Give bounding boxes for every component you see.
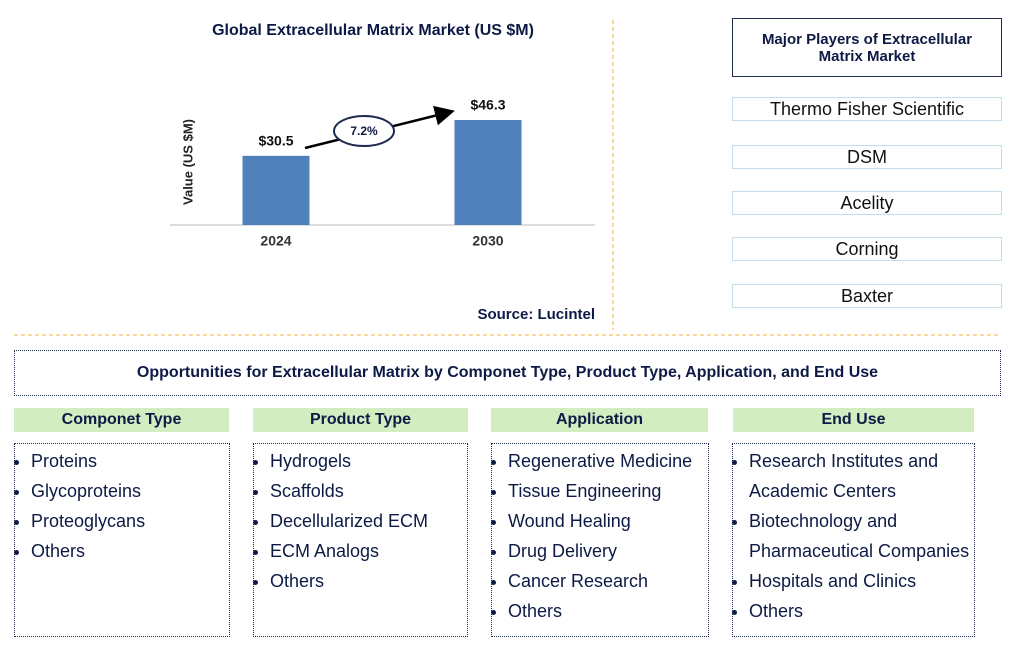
x-tick-label: 2024	[260, 233, 291, 249]
players-title: Major Players of Extracellular Matrix Ma…	[732, 18, 1002, 77]
column-list: HydrogelsScaffoldsDecellularized ECMECM …	[253, 443, 468, 637]
y-axis-label: Value (US $M)	[180, 119, 195, 205]
list-item: Proteins	[31, 446, 229, 476]
list-item: Others	[508, 596, 708, 626]
column-list: Research Institutes and Academic Centers…	[732, 443, 975, 637]
list-item: Research Institutes and Academic Centers	[749, 446, 974, 506]
list-item: Regenerative Medicine	[508, 446, 708, 476]
cagr-ellipse	[333, 115, 395, 147]
column-heading: Product Type	[253, 408, 468, 432]
list-item: ECM Analogs	[270, 536, 467, 566]
list-item: Biotechnology and Pharmaceutical Compani…	[749, 506, 974, 566]
list-item: Tissue Engineering	[508, 476, 708, 506]
player: Corning	[732, 237, 1002, 261]
list-item: Glycoproteins	[31, 476, 229, 506]
list-item: Hospitals and Clinics	[749, 566, 974, 596]
list-item: Drug Delivery	[508, 536, 708, 566]
column-heading: Application	[491, 408, 708, 432]
player: Acelity	[732, 191, 1002, 215]
list-item: Others	[749, 596, 974, 626]
list-item: Wound Healing	[508, 506, 708, 536]
column-heading: Componet Type	[14, 408, 229, 432]
player: Baxter	[732, 284, 1002, 308]
column-list: ProteinsGlycoproteinsProteoglycansOthers	[14, 443, 230, 637]
list-item: Proteoglycans	[31, 506, 229, 536]
source: Source: Lucintel	[477, 306, 595, 323]
player: DSM	[732, 145, 1002, 169]
chart: Global Extracellular Matrix Market (US $…	[14, 20, 1001, 336]
bar	[454, 120, 522, 225]
chart-title: Global Extracellular Matrix Market (US $…	[212, 22, 534, 39]
column-heading: End Use	[733, 408, 974, 432]
opportunities-title: Opportunities for Extracellular Matrix b…	[14, 350, 1001, 396]
cagr-label: 7.2%	[350, 124, 378, 138]
value-label: $30.5	[258, 133, 293, 149]
bar	[242, 155, 310, 225]
list-item: Cancer Research	[508, 566, 708, 596]
list-item: Others	[270, 566, 467, 596]
list-item: Others	[31, 536, 229, 566]
list-item: Hydrogels	[270, 446, 467, 476]
player: Thermo Fisher Scientific	[732, 97, 1002, 121]
list-item: Decellularized ECM	[270, 506, 467, 536]
value-label: $46.3	[470, 97, 505, 113]
x-tick-label: 2030	[472, 233, 503, 249]
column-list: Regenerative MedicineTissue EngineeringW…	[491, 443, 709, 637]
list-item: Scaffolds	[270, 476, 467, 506]
